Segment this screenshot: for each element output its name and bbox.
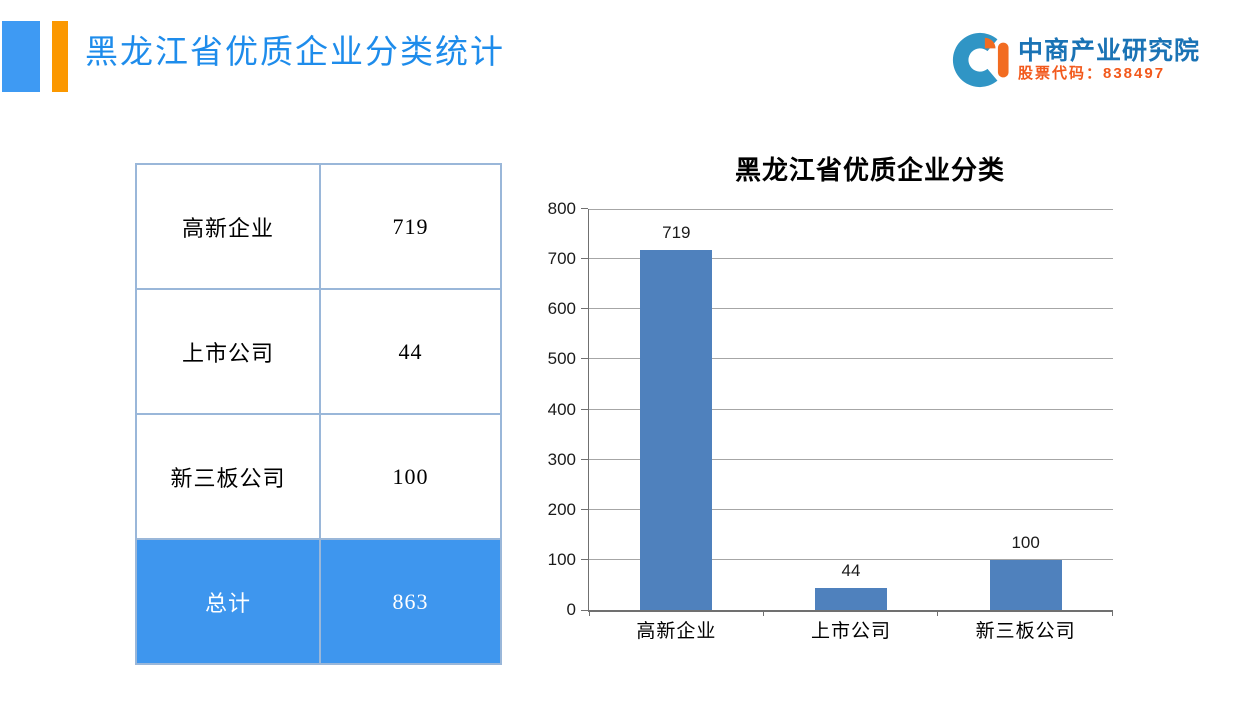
- row-value: 719: [319, 163, 502, 290]
- company-name: 中商产业研究院: [1017, 37, 1200, 65]
- y-axis-label: 800: [547, 199, 576, 218]
- gridline: [589, 408, 1113, 410]
- stock-code: 股票代码：838497: [1017, 65, 1166, 82]
- gridline: [589, 258, 1113, 260]
- y-axis-tick: [581, 208, 588, 209]
- gridline: [589, 508, 1113, 510]
- y-axis-label: 100: [547, 549, 576, 569]
- bar-上市公司: [815, 587, 887, 610]
- y-axis-label: 500: [547, 349, 576, 369]
- y-axis-label: 400: [547, 399, 576, 419]
- title-accent-blue-bar: [2, 21, 40, 92]
- table-row: 高新企业 719: [135, 163, 502, 290]
- y-axis-label: 600: [547, 299, 576, 319]
- bar-高新企业: [640, 249, 713, 610]
- bar-chart: 黑龙江省优质企业分类 0 100 200 300 400 500 600 700 800 719 高…: [520, 138, 1200, 698]
- y-axis-label: 0: [566, 600, 576, 619]
- table-row: 新三板公司 100: [135, 413, 502, 540]
- y-axis-tick: [581, 508, 588, 510]
- y-axis-label: 300: [547, 449, 576, 469]
- slide-title: 黑龙江省优质企业分类统计: [85, 35, 505, 71]
- title-accent-orange-bar: [52, 21, 68, 92]
- statistics-table: 高新企业 719 上市公司 44 新三板公司 100 总计 863: [135, 163, 502, 665]
- gridline: [589, 458, 1113, 460]
- company-logo-icon: [952, 32, 1009, 88]
- x-category-label: 新三板公司: [975, 621, 1076, 642]
- row-value: 100: [319, 413, 502, 540]
- row-label: 高新企业: [135, 163, 321, 290]
- x-axis-tick: [1112, 610, 1113, 616]
- x-category-label: 上市公司: [810, 621, 891, 642]
- y-axis-tick: [581, 358, 588, 360]
- gridline: [589, 558, 1113, 560]
- chart-plot-area: 0 100 200 300 400 500 600 700 800 719 高新企业 44 上市公司 10…: [548, 199, 1113, 642]
- row-value: 863: [319, 538, 502, 665]
- table-row: 总计 863: [135, 538, 502, 665]
- row-label: 总计: [135, 538, 321, 665]
- bar-value-label: 100: [1011, 532, 1040, 552]
- table-row: 上市公司 44: [135, 288, 502, 415]
- row-label: 新三板公司: [135, 413, 321, 540]
- chart-title: 黑龙江省优质企业分类: [734, 156, 1005, 185]
- gridline: [589, 358, 1113, 360]
- x-axis-tick: [762, 610, 764, 616]
- y-axis-label: 200: [547, 499, 576, 519]
- y-axis-tick: [581, 458, 588, 460]
- y-axis-tick: [581, 408, 588, 410]
- row-label: 上市公司: [135, 288, 321, 415]
- bar-value-label: 44: [841, 560, 861, 580]
- y-axis-tick: [581, 308, 588, 310]
- bar-value-label: 719: [662, 222, 691, 242]
- y-axis-label: 700: [547, 249, 576, 269]
- x-category-label: 高新企业: [636, 621, 717, 642]
- bar-新三板公司: [989, 559, 1062, 610]
- y-axis-tick: [581, 610, 588, 611]
- y-axis-tick: [581, 558, 588, 560]
- row-value: 44: [319, 288, 502, 415]
- gridline: [589, 209, 1113, 210]
- gridline: [589, 308, 1113, 310]
- company-logo: 中商产业研究院 股票代码：838497: [952, 31, 1200, 89]
- x-axis-tick: [937, 610, 939, 616]
- x-axis-tick: [589, 610, 590, 616]
- y-axis-tick: [581, 258, 588, 260]
